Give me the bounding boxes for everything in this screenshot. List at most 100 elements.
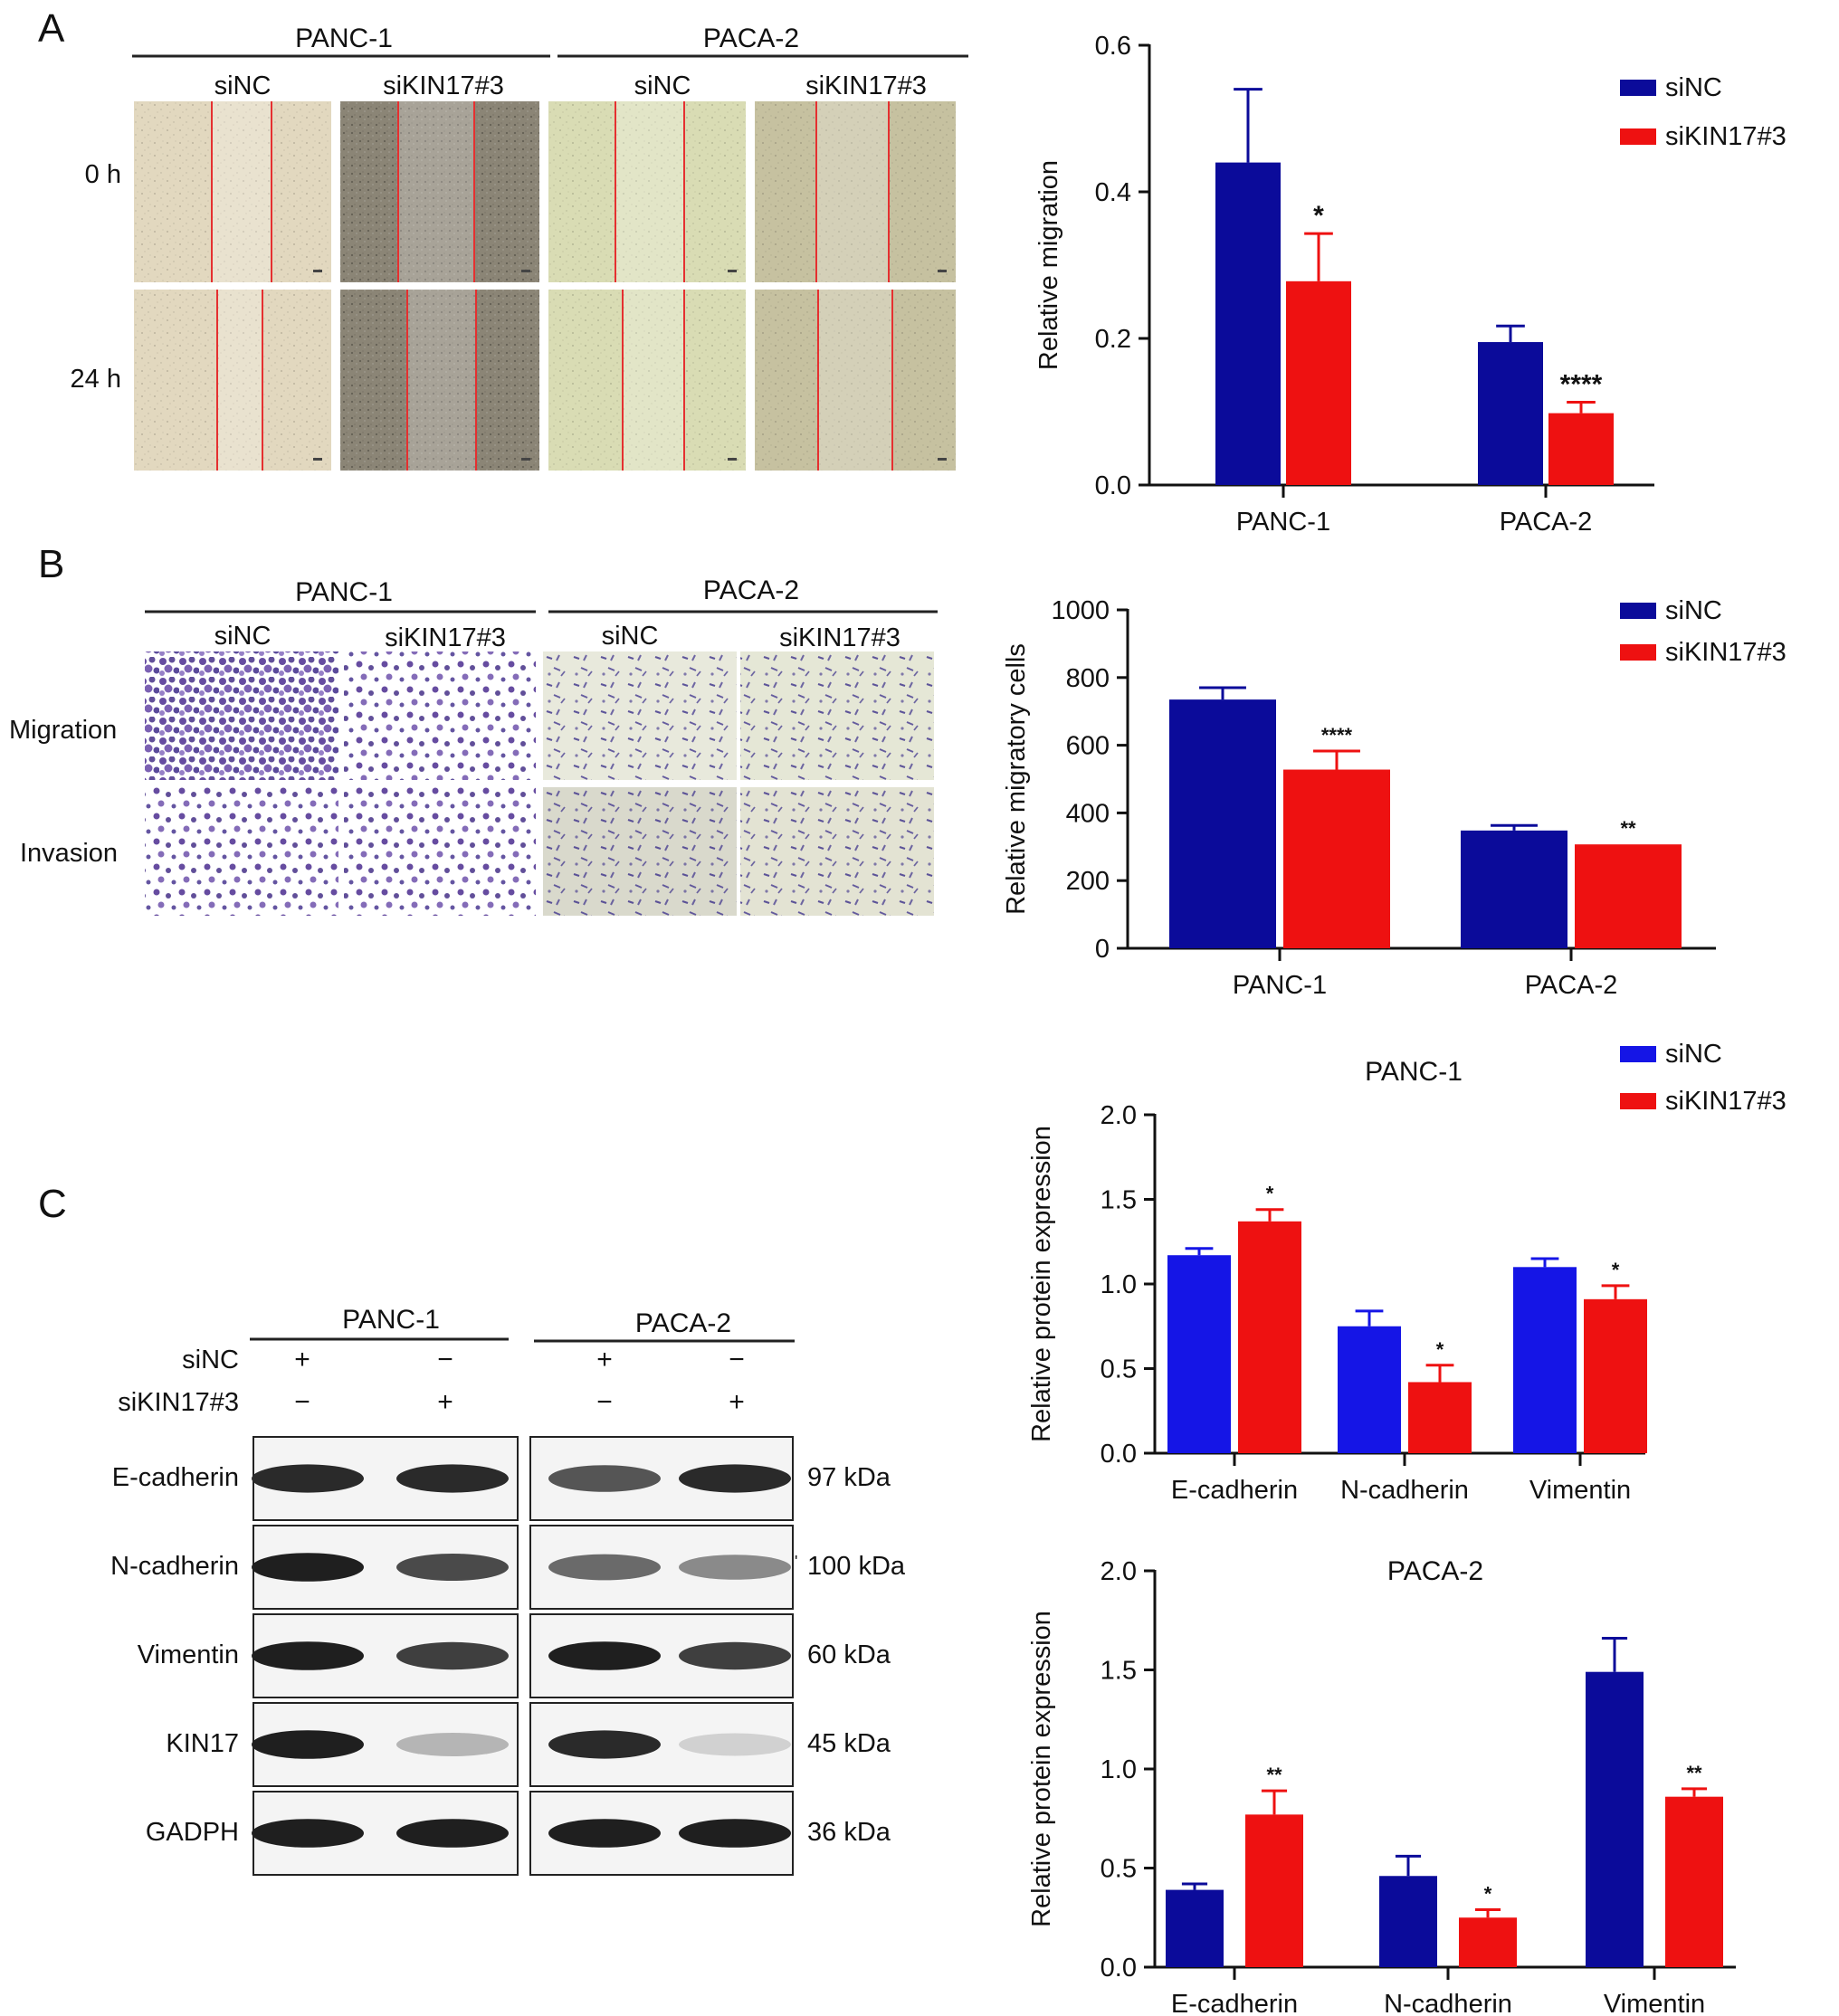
significance-label: *: [1266, 1183, 1274, 1205]
x-tick-label: N-cadherin: [1384, 1990, 1512, 2016]
x-tick-label: PACA-2: [1525, 971, 1618, 1000]
blot-band: [548, 1641, 661, 1670]
significance-label: *: [1484, 1882, 1492, 1905]
scratch-gap: [217, 290, 262, 471]
legend-label: siKIN17#3: [1665, 638, 1787, 667]
micrograph-texture: [134, 290, 331, 471]
scale-bar: [938, 458, 947, 461]
bar: [1478, 342, 1543, 485]
blot-size-label: 100 kDa: [807, 1552, 906, 1581]
micrograph-texture: [134, 101, 331, 282]
y-tick-label: 0.0: [1101, 1440, 1137, 1469]
condition-mark: +: [294, 1345, 310, 1374]
panel-label-b: B: [38, 542, 64, 586]
stained-cells: [344, 651, 536, 780]
panel-a-micrographs: PANC-1 PACA-2 siNC siKIN17#3 siNC siKIN1…: [71, 24, 968, 471]
row-label-24h: 24 h: [71, 365, 121, 394]
group-label-paca2: PACA-2: [635, 1308, 731, 1338]
blot-band: [396, 1641, 509, 1670]
legend-label: siNC: [1665, 1040, 1722, 1069]
blot-band: [679, 1733, 791, 1756]
y-axis-label: Relative protein expression: [1027, 1126, 1056, 1442]
scale-bar: [728, 270, 737, 272]
charts: 0.0 0.2 0.4 0.6 Relative migration PANC-1 * PAC…: [1002, 32, 1787, 2016]
blot-tick-mark: ': [795, 1553, 797, 1571]
condition-mark: −: [437, 1345, 453, 1374]
bar: [1166, 1889, 1224, 1967]
blot-band: [252, 1553, 364, 1582]
micrograph-texture: [548, 290, 746, 471]
group-label-panc1: PANC-1: [342, 1305, 440, 1335]
blot-band: [548, 1465, 661, 1492]
blot-band: [252, 1819, 364, 1848]
treatment-label: siNC: [602, 622, 659, 651]
y-tick-label: 1.0: [1101, 1270, 1137, 1299]
scratch-gap: [398, 101, 474, 282]
x-tick-label: PANC-1: [1233, 971, 1327, 1000]
bar: [1283, 769, 1390, 948]
blot-size-label: 97 kDa: [807, 1463, 891, 1492]
blot-band: [252, 1730, 364, 1759]
blot-protein-label: N-cadherin: [110, 1552, 239, 1581]
y-axis-label: Relative migration: [1034, 160, 1063, 370]
blot-rows: E-cadherin 97 kDa N-cadherin 100 kDa Vimenti…: [110, 1436, 906, 1876]
blot-band: [396, 1733, 509, 1756]
bar: [1575, 844, 1682, 948]
micrograph-texture: [755, 101, 956, 282]
scratch-gap: [818, 290, 892, 471]
y-tick-label: 2.0: [1101, 1557, 1137, 1586]
micrograph-texture: [340, 290, 539, 471]
legend-label: siKIN17#3: [1665, 122, 1787, 151]
scale-bar: [728, 458, 737, 461]
bar: [1586, 1671, 1644, 1967]
x-tick-label: N-cadherin: [1340, 1476, 1469, 1505]
panel-label-a: A: [38, 6, 65, 51]
micrograph-texture: [340, 101, 539, 282]
y-tick-label: 0.5: [1101, 1355, 1137, 1384]
scratch-gap: [816, 101, 889, 282]
bar: [1548, 413, 1614, 485]
blot-band: [679, 1819, 791, 1848]
y-tick-label: 1.5: [1101, 1186, 1137, 1215]
group-label-paca2: PACA-2: [703, 575, 799, 605]
y-tick-label: 0: [1095, 935, 1110, 964]
panel-label-c: C: [38, 1182, 67, 1226]
scale-bar: [521, 270, 530, 272]
stained-cells: [543, 651, 737, 780]
x-tick-label: PANC-1: [1236, 508, 1330, 537]
bar: [1245, 1814, 1303, 1967]
blot-band: [548, 1819, 661, 1848]
y-tick-label: 0.2: [1095, 325, 1131, 354]
scratch-assay-grid: [134, 101, 956, 471]
blot-size-label: 45 kDa: [807, 1729, 891, 1758]
y-tick-label: 800: [1066, 664, 1110, 693]
significance-label: *: [1313, 201, 1324, 231]
blot-protein-label: Vimentin: [138, 1640, 239, 1669]
bar: [1338, 1326, 1401, 1453]
bar: [1286, 281, 1351, 485]
group-label-panc1: PANC-1: [295, 24, 393, 53]
x-tick-label: E-cadherin: [1171, 1990, 1298, 2016]
chart-c1: 0.0 0.5 1.0 1.5 2.0 Relative protein expressi…: [1027, 1040, 1787, 1505]
condition-mark: −: [596, 1387, 613, 1417]
legend-swatch: [1620, 603, 1656, 619]
blot-size-label: 60 kDa: [807, 1640, 891, 1669]
treatment-label: siKIN17#3: [805, 71, 927, 100]
treatment-label: siNC: [214, 622, 272, 651]
scale-bar: [313, 458, 322, 461]
legend-label: siKIN17#3: [1665, 1087, 1787, 1116]
y-tick-label: 0.0: [1095, 471, 1131, 500]
y-tick-label: 2.0: [1101, 1101, 1137, 1130]
legend-swatch: [1620, 1093, 1656, 1109]
chart-c2: 0.0 0.5 1.0 1.5 2.0 Relative protein expressi…: [1027, 1556, 1736, 2016]
significance-label: ****: [1321, 724, 1353, 746]
stained-cells: [145, 787, 338, 916]
blot-band: [252, 1641, 364, 1670]
x-tick-label: Vimentin: [1604, 1990, 1705, 2016]
treatment-label: siNC: [634, 71, 691, 100]
stained-cells: [344, 787, 536, 916]
blot-protein-label: E-cadherin: [112, 1463, 239, 1492]
y-tick-label: 1.0: [1101, 1755, 1137, 1784]
bar: [1665, 1796, 1723, 1967]
y-tick-label: 600: [1066, 732, 1110, 761]
